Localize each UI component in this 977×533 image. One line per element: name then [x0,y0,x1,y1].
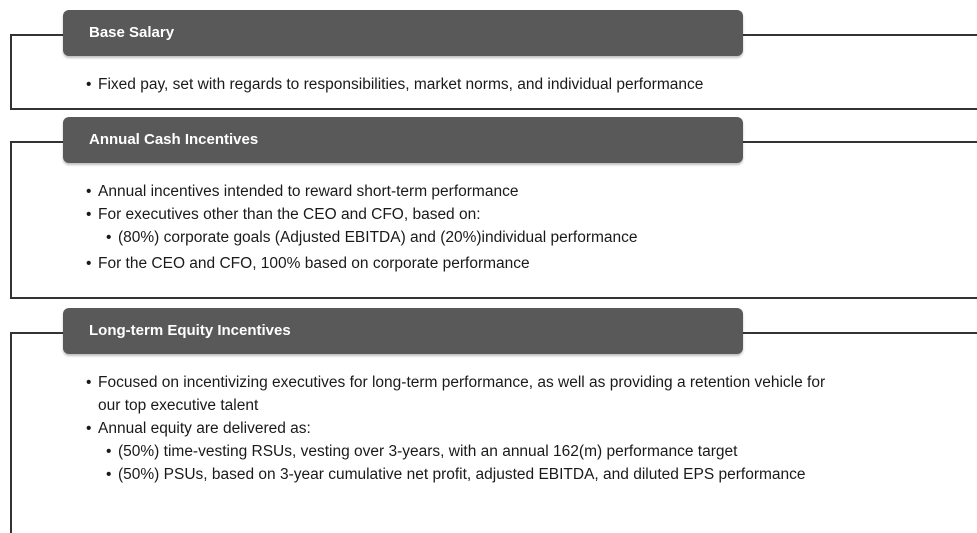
bullet-item: For the CEO and CFO, 100% based on corpo… [86,252,826,275]
sub-bullet-text: (50%) time-vesting RSUs, vesting over 3-… [118,443,738,460]
sub-bullet-item: (50%) PSUs, based on 3-year cumulative n… [106,463,826,486]
sub-list: (50%) time-vesting RSUs, vesting over 3-… [98,440,826,486]
section-title: Long-term Equity Incentives [63,308,743,354]
section-title: Annual Cash Incentives [63,117,743,163]
sub-list: (80%) corporate goals (Adjusted EBITDA) … [98,226,826,249]
sub-bullet-text: (80%) corporate goals (Adjusted EBITDA) … [118,229,638,246]
bullet-item: Focused on incentivizing executives for … [86,371,826,417]
bullet-item: Fixed pay, set with regards to responsib… [86,73,826,96]
bullet-item: Annual equity are delivered as: (50%) tim… [86,417,826,486]
sub-bullet-item: (80%) corporate goals (Adjusted EBITDA) … [106,226,826,249]
bullet-text: For the CEO and CFO, 100% based on corpo… [98,255,530,272]
bullet-list: Fixed pay, set with regards to responsib… [86,73,826,96]
bullet-text: Focused on incentivizing executives for … [98,374,826,414]
section-title: Base Salary [63,10,743,56]
bullet-list: Focused on incentivizing executives for … [86,371,826,489]
sub-bullet-text: (50%) PSUs, based on 3-year cumulative n… [118,466,806,483]
bullet-text: Fixed pay, set with regards to responsib… [98,76,704,93]
bullet-item: For executives other than the CEO and CF… [86,203,826,249]
sub-bullet-item: (50%) time-vesting RSUs, vesting over 3-… [106,440,826,463]
bullet-text: For executives other than the CEO and CF… [98,206,481,223]
bullet-text: Annual equity are delivered as: [98,420,311,437]
bullet-text: Annual incentives intended to reward sho… [98,183,519,200]
bullet-list: Annual incentives intended to reward sho… [86,180,826,275]
bullet-item: Annual incentives intended to reward sho… [86,180,826,203]
